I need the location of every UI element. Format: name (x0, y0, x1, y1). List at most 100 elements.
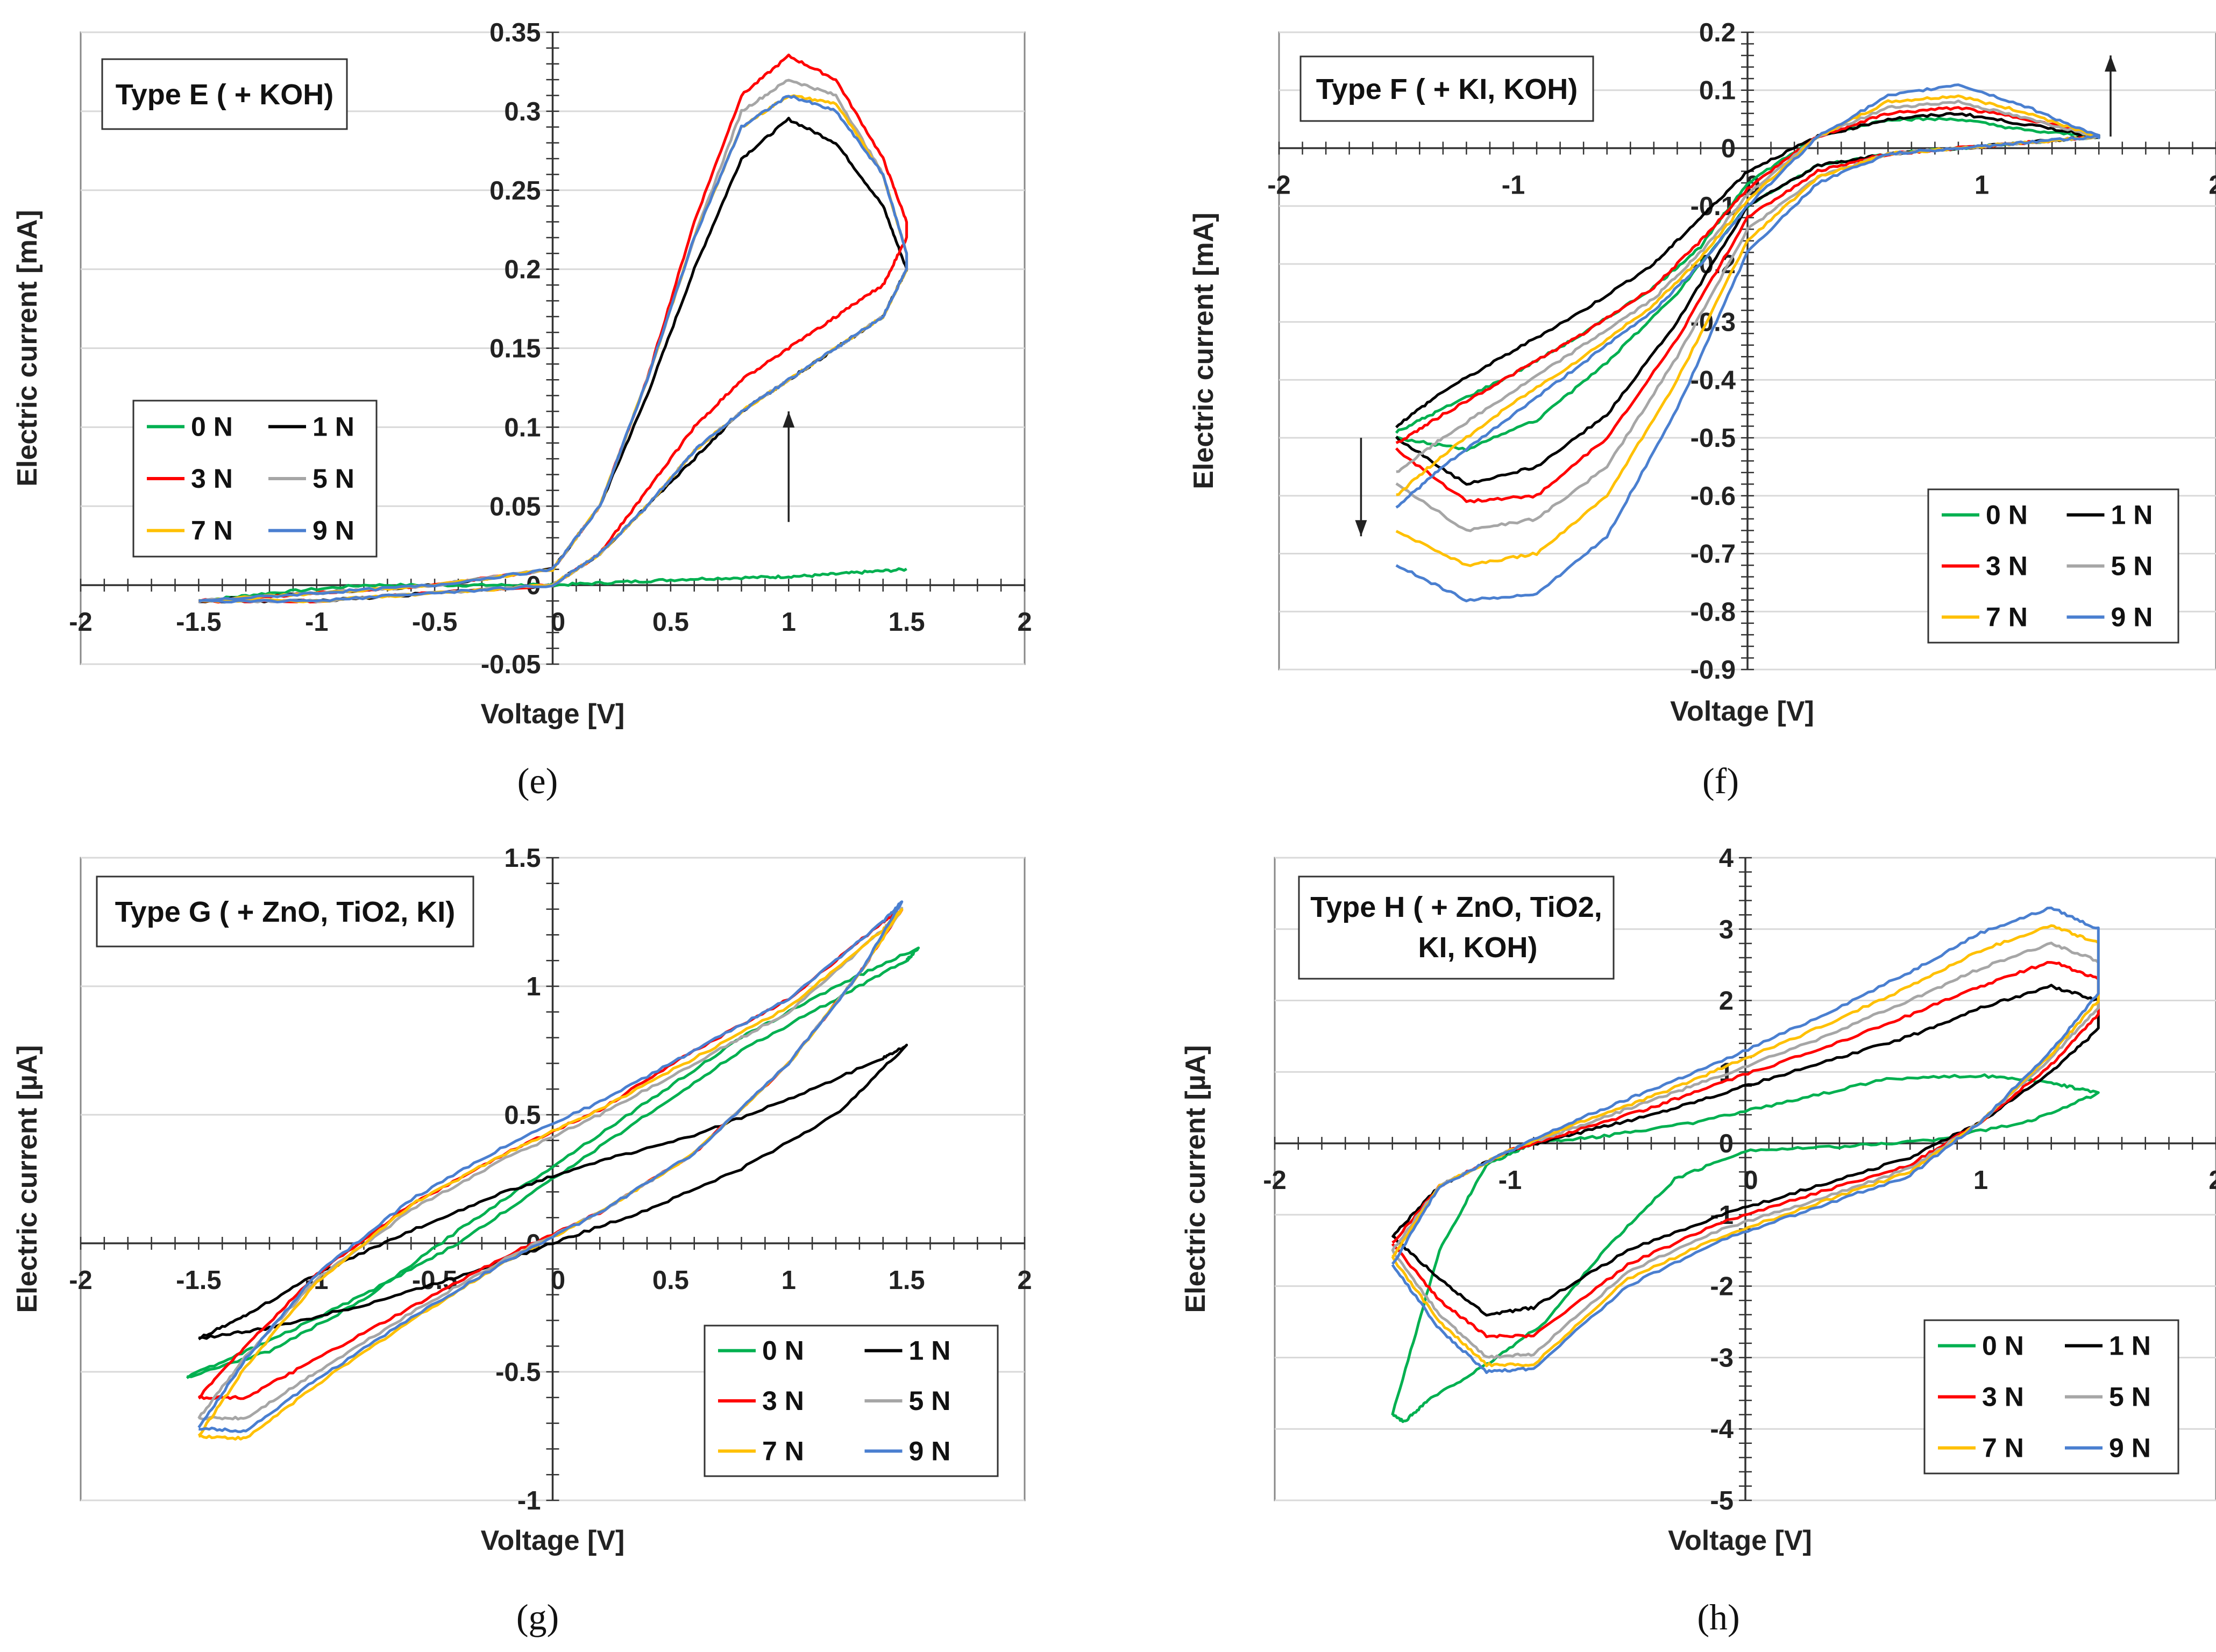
type-title-box (1298, 875, 1615, 980)
x-tick-label: 0.5 (652, 1266, 689, 1295)
type-title: Type E ( + KOH) (116, 79, 334, 111)
y-axis-title: Electric current [mA] (1188, 212, 1219, 489)
type-title-box (101, 58, 348, 130)
y-tick-label: 0.1 (1699, 76, 1736, 105)
y-axis-title: Electric current [µA] (1180, 1045, 1211, 1313)
legend-label: 3 N (1982, 1382, 2024, 1412)
y-tick-label: 1.5 (504, 844, 541, 873)
y-tick-label: -0.7 (1691, 540, 1736, 569)
y-tick-label: -0.5 (495, 1358, 541, 1387)
legend-label: 9 N (2111, 602, 2153, 632)
panel-label: (f) (1702, 760, 1739, 801)
y-tick-label: -2 (1710, 1272, 1734, 1301)
x-tick-label: 1.5 (889, 608, 925, 637)
x-axis-title: Voltage [V] (1668, 1525, 1812, 1556)
series-line-0n (1391, 1073, 2100, 1423)
y-tick-label: 0.15 (489, 334, 541, 364)
trend-arrow-head (1355, 520, 1367, 537)
y-tick-label: -1 (517, 1486, 541, 1515)
legend-label: 9 N (312, 516, 354, 546)
x-tick-label: 0 (551, 608, 565, 637)
y-tick-label: -0.05 (481, 650, 541, 679)
y-tick-label: 4 (1719, 844, 1734, 873)
x-tick-label: 1 (782, 608, 796, 637)
legend-label: 3 N (1986, 551, 2028, 581)
x-axis-title: Voltage [V] (1670, 696, 1814, 727)
x-axis-title: Voltage [V] (481, 699, 625, 730)
y-tick-label: 0 (1721, 134, 1736, 163)
legend-label: 1 N (312, 411, 354, 442)
x-tick-label: 2 (2208, 170, 2216, 200)
legend-label: 5 N (2109, 1382, 2151, 1412)
y-tick-label: -0.8 (1691, 597, 1736, 626)
x-tick-label: -2 (69, 608, 93, 637)
chart-panel-f: -2-1012-0.9-0.8-0.7-0.6-0.5-0.4-0.3-0.2-… (1188, 18, 2216, 801)
y-tick-label: -0.4 (1691, 366, 1736, 395)
type-title: Type H ( + ZnO, TiO2, KI, KOH) (1310, 891, 1602, 964)
x-tick-label: 1 (782, 1266, 796, 1295)
x-tick-label: -1 (305, 608, 329, 637)
x-tick-label: 0 (1743, 1166, 1758, 1195)
y-tick-label: -0.3 (1691, 308, 1736, 337)
type-title-box (1299, 55, 1594, 122)
legend-label: 1 N (909, 1336, 951, 1366)
legend-label: 5 N (2111, 551, 2153, 581)
series-line-9n (1395, 83, 2100, 603)
panel-label: (h) (1697, 1597, 1739, 1637)
y-tick-label: 1 (526, 972, 541, 1001)
y-tick-label: 0.3 (504, 97, 541, 126)
legend-label: 0 N (1986, 500, 2028, 530)
y-tick-label: -3 (1710, 1343, 1734, 1372)
x-tick-label: 1.5 (889, 1266, 925, 1295)
legend-label: 0 N (1982, 1331, 2024, 1361)
legend-label: 9 N (909, 1436, 951, 1466)
series-line-9n (1391, 906, 2100, 1375)
legend-label: 3 N (191, 464, 233, 494)
y-axis-title: Electric current [µA] (12, 1045, 43, 1313)
series-line-1n (198, 1043, 908, 1341)
series-line-9n (198, 95, 908, 604)
y-tick-label: 0.35 (489, 18, 541, 47)
y-tick-label: 0.1 (504, 413, 541, 442)
x-tick-label: -0.5 (412, 608, 457, 637)
x-tick-label: -1.5 (176, 608, 221, 637)
panel-label: (e) (517, 760, 558, 801)
legend-label: 5 N (909, 1386, 951, 1416)
legend-label: 7 N (762, 1436, 804, 1466)
x-tick-label: -2 (1263, 1166, 1287, 1195)
series-line-9n (197, 900, 904, 1433)
x-tick-label: -2 (1267, 170, 1291, 200)
trend-arrow-head (783, 411, 795, 428)
x-tick-label: 1 (1973, 1166, 1988, 1195)
legend-label: 1 N (2109, 1331, 2151, 1361)
panel-label: (g) (516, 1597, 559, 1637)
y-tick-label: 0.25 (489, 176, 541, 205)
y-tick-label: -0.6 (1691, 482, 1736, 511)
x-tick-label: -2 (69, 1266, 93, 1295)
type-title: Type G ( + ZnO, TiO2, KI) (115, 896, 456, 928)
type-title: Type F ( + KI, KOH) (1316, 73, 1578, 105)
type-title-box (96, 875, 474, 948)
x-tick-label: -1.5 (176, 1266, 221, 1295)
legend-label: 5 N (312, 464, 354, 494)
y-tick-label: 3 (1719, 915, 1734, 944)
y-tick-label: -0.5 (1691, 424, 1736, 453)
y-axis-title: Electric current [mA] (12, 210, 43, 486)
legend-label: 1 N (2111, 500, 2153, 530)
y-tick-label: 0.2 (1699, 18, 1736, 47)
y-tick-label: -0.9 (1691, 656, 1736, 685)
y-tick-label: 0.5 (504, 1101, 541, 1130)
trend-arrow-head (2105, 55, 2117, 72)
legend-label: 7 N (1982, 1433, 2024, 1463)
series-line-7n (197, 908, 904, 1441)
legend-label: 7 N (191, 516, 233, 546)
chart-panel-g: -2 -1.5 -1 -0.5 0 0.5 1 1.5 2-1-0.500.511.5Type … (12, 844, 1032, 1637)
y-tick-label: 0.05 (489, 492, 541, 521)
legend-label: 9 N (2109, 1433, 2151, 1463)
legend-label: 7 N (1986, 602, 2028, 632)
y-tick-label: 0 (1719, 1129, 1734, 1158)
legend-label: 3 N (762, 1386, 804, 1416)
x-tick-label: 0.5 (652, 608, 689, 637)
y-tick-label: 0.2 (504, 255, 541, 284)
